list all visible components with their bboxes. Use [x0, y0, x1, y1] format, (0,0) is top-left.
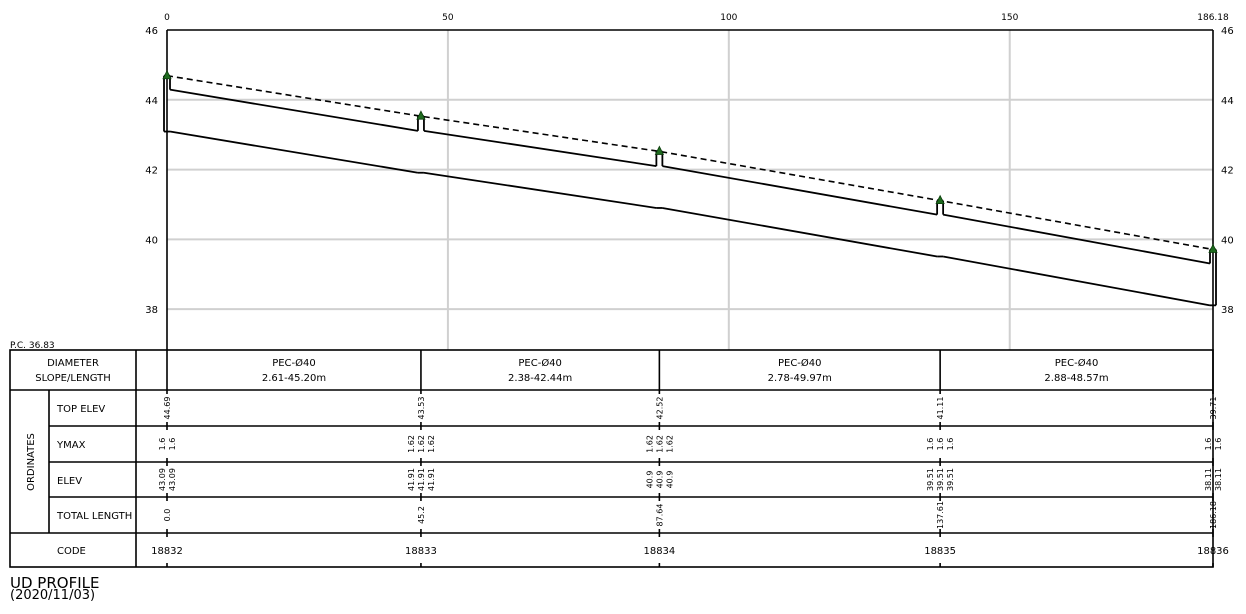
pc-datum-label: P.C. 36.83: [10, 341, 55, 351]
ymax-value: 1.62: [655, 435, 664, 453]
node-code: 18835: [924, 546, 956, 557]
elev-value: 41.91: [407, 468, 416, 491]
elev-value: 43.09: [168, 468, 177, 491]
ymax-value: 1.6: [1214, 438, 1223, 451]
top-elev-value: 39.71: [1209, 397, 1218, 420]
segment-slope-length: 2.61-45.20m: [262, 373, 326, 384]
manhole-marker-icon: [162, 69, 172, 80]
ymax-value: 1.6: [936, 438, 945, 451]
ymax-value: 1.6: [946, 438, 955, 451]
node-code: 18834: [643, 546, 675, 557]
total-length-value: 0.0: [163, 509, 172, 522]
ymax-value: 1.6: [1204, 438, 1213, 451]
y-tick-label-left: 40: [145, 235, 158, 246]
total-length-value: 45.2: [417, 506, 426, 524]
grid-lines: [167, 30, 1213, 350]
pipe-invert-line: [942, 255, 1211, 307]
total-length-value: 137.61: [936, 501, 945, 529]
pipe-crown-line: [423, 129, 657, 167]
total-length-value: 87.64: [655, 504, 664, 527]
pipe-crown-line: [169, 88, 419, 132]
pipe-invert-line: [662, 207, 938, 258]
slope-length-header: SLOPE/LENGTH: [35, 373, 111, 384]
pipe-crown-line: [662, 165, 938, 216]
profile-title: UD PROFILE: [10, 574, 100, 592]
segment-diameter: PEC-Ø40: [1055, 357, 1099, 369]
elev-value: 38.11: [1214, 468, 1223, 491]
x-tick-label: 0: [164, 13, 170, 23]
row-label: TOP ELEV: [56, 404, 105, 415]
segment-slope-length: 2.38-42.44m: [508, 373, 572, 384]
elev-value: 41.91: [417, 468, 426, 491]
y-tick-label-left: 38: [145, 305, 158, 316]
elev-value: 40.9: [655, 471, 664, 489]
profile-date: (2020/11/03): [10, 588, 96, 603]
y-tick-label-right: 42: [1221, 166, 1234, 177]
y-tick-label-left: 46: [145, 26, 158, 37]
elev-value: 41.91: [427, 468, 436, 491]
elev-value: 39.51: [946, 468, 955, 491]
elev-value: 40.9: [645, 471, 654, 489]
elev-value: 39.51: [926, 468, 935, 491]
row-label: TOTAL LENGTH: [56, 511, 132, 522]
ymax-value: 1.62: [427, 435, 436, 453]
ymax-value: 1.6: [926, 438, 935, 451]
code-label: CODE: [57, 546, 86, 557]
y-tick-label-left: 42: [145, 166, 158, 177]
ymax-value: 1.62: [645, 435, 654, 453]
y-tick-label-right: 44: [1221, 96, 1234, 107]
profile-table: DIAMETER SLOPE/LENGTH ORDINATES TOP ELEV YMA…: [9, 349, 1229, 568]
top-elev-value: 43.53: [417, 397, 426, 420]
x-tick-label: 50: [442, 13, 454, 23]
ymax-value: 1.6: [158, 438, 167, 451]
node-code: 18836: [1197, 546, 1229, 557]
ymax-value: 1.6: [168, 438, 177, 451]
top-elev-value: 44.69: [163, 397, 172, 420]
ground-line: [166, 74, 1214, 251]
node-code: 18833: [405, 546, 437, 557]
ordinates-group-label: ORDINATES: [26, 433, 37, 491]
ymax-value: 1.62: [417, 435, 426, 453]
table-border: [9, 349, 1214, 568]
elev-value: 38.11: [1204, 468, 1213, 491]
pipe-invert-line: [169, 130, 419, 174]
x-tick-label: 150: [1001, 13, 1018, 23]
y-tick-label-right: 46: [1221, 26, 1234, 37]
row-label: YMAX: [56, 440, 86, 451]
y-tick-label-right: 40: [1221, 235, 1234, 246]
diameter-header: DIAMETER: [47, 358, 99, 369]
total-length-value: 186.18: [1209, 501, 1218, 529]
x-tick-label: 186.18: [1197, 13, 1229, 23]
elev-value: 40.9: [665, 471, 674, 489]
elev-value: 43.09: [158, 468, 167, 491]
axes: 0 50 100 150 186.18 38 38 40 40 42 42 44 44 46 46 P.C. …: [10, 13, 1234, 351]
top-elev-value: 42.52: [655, 397, 664, 420]
elev-value: 39.51: [936, 468, 945, 491]
segment-diameter: PEC-Ø40: [778, 357, 822, 369]
manhole-marker-icon: [654, 145, 665, 155]
row-label: ELEV: [57, 476, 82, 487]
manhole-marker-icon: [1208, 243, 1218, 253]
manhole-marker-icon: [416, 110, 426, 120]
segment-diameter: PEC-Ø40: [518, 357, 562, 369]
segment-slope-length: 2.88-48.57m: [1044, 373, 1108, 384]
top-elev-value: 41.11: [936, 397, 945, 420]
pipe-profile: [162, 69, 1218, 307]
node-code: 18832: [151, 546, 183, 557]
x-tick-label: 100: [720, 13, 737, 23]
y-tick-label-left: 44: [145, 96, 158, 107]
segment-slope-length: 2.78-49.97m: [768, 373, 832, 384]
ymax-value: 1.62: [407, 435, 416, 453]
segment-diameter: PEC-Ø40: [272, 357, 316, 369]
manhole-marker-icon: [935, 194, 945, 205]
y-tick-label-right: 38: [1221, 305, 1234, 316]
pipe-crown-line: [942, 213, 1211, 265]
pipe-invert-line: [423, 171, 657, 209]
ymax-value: 1.62: [665, 435, 674, 453]
